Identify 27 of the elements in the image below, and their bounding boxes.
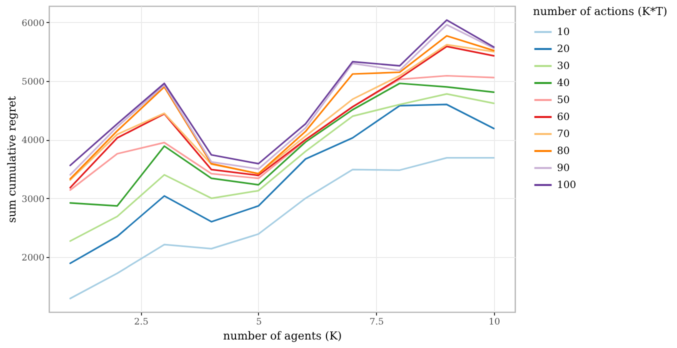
x-tick-label: 7.5 xyxy=(369,318,384,328)
legend-label: 20 xyxy=(557,44,570,55)
legend-label: 30 xyxy=(557,61,570,72)
x-tick-label: 2.5 xyxy=(134,318,149,328)
line-series xyxy=(69,93,495,242)
legend-label: 90 xyxy=(557,163,570,174)
line-series xyxy=(69,74,495,191)
line-series xyxy=(69,82,495,207)
legend-label: 40 xyxy=(557,78,570,89)
legend-label: 50 xyxy=(557,95,570,106)
legend-label: 10 xyxy=(557,27,570,38)
line-series xyxy=(69,104,495,264)
legend-label: 70 xyxy=(557,129,570,140)
y-tick-label: 3000 xyxy=(22,194,45,205)
y-tick-label: 2000 xyxy=(22,253,45,264)
x-tick-label: 5 xyxy=(256,318,262,328)
line-series xyxy=(69,157,495,300)
legend-label: 60 xyxy=(557,112,570,123)
legend-label: 80 xyxy=(557,146,570,157)
y-tick-label: 5000 xyxy=(22,78,45,88)
y-axis-title: sum cumulative regret xyxy=(6,96,19,223)
y-tick-label: 6000 xyxy=(22,18,45,29)
x-axis-title: number of agents (K) xyxy=(223,330,342,342)
legend-title: number of actions (K*T) xyxy=(533,5,668,18)
y-tick-label: 4000 xyxy=(22,136,45,146)
legend-label: 100 xyxy=(557,180,576,191)
x-tick-label: 10 xyxy=(488,318,500,328)
